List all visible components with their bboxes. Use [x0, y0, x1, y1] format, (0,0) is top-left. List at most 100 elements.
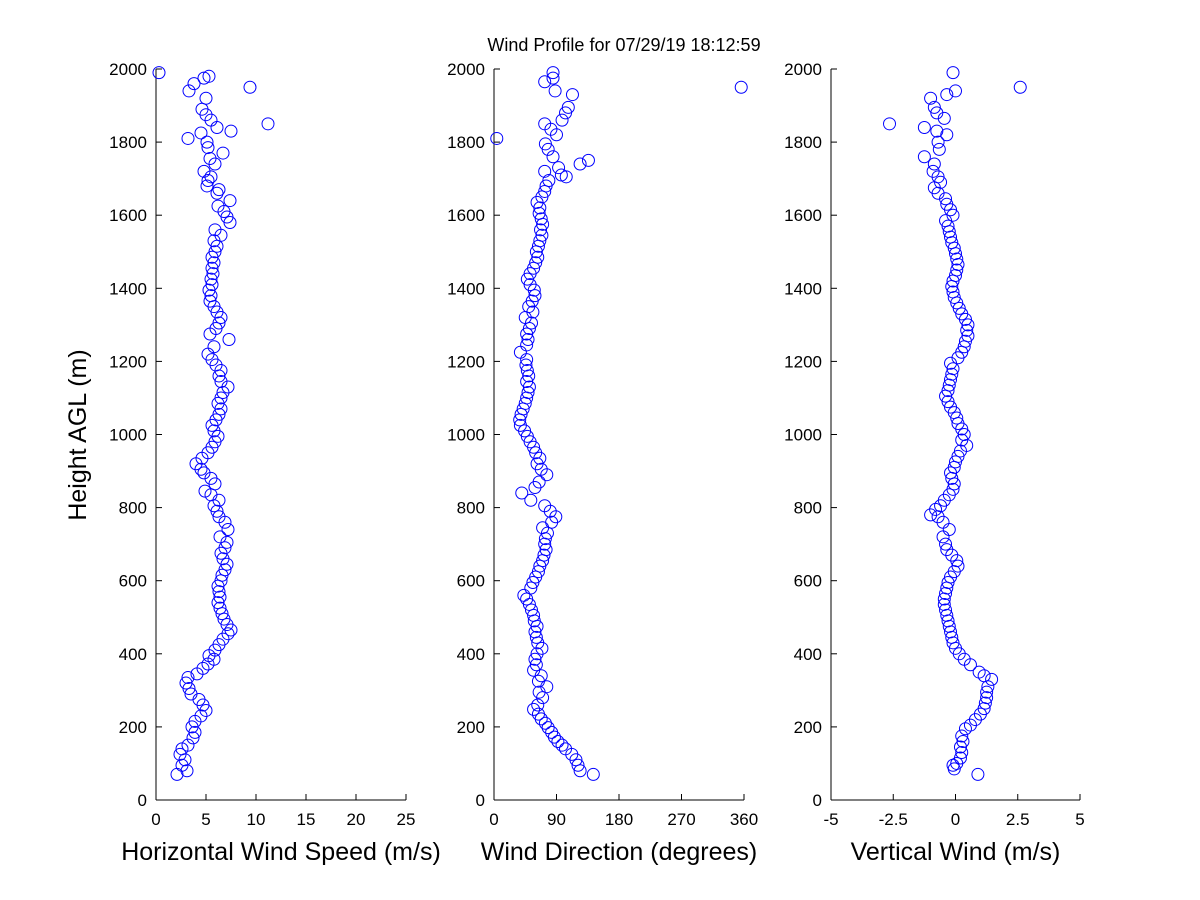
data-point [555, 113, 569, 127]
data-point [531, 707, 545, 721]
data-point [958, 722, 972, 736]
data-point [213, 601, 227, 615]
data-point [924, 91, 938, 105]
data-point [197, 466, 211, 480]
data-point [946, 362, 960, 376]
panel-vertical: 0 200 400 600 800 1000 1200 1400 1600 1800 2000 -5 -… [784, 60, 1085, 866]
data-point [211, 596, 225, 610]
data-point [980, 685, 994, 699]
data-point [152, 66, 166, 80]
data-point [207, 340, 221, 354]
data-point [213, 590, 227, 604]
data-point [521, 332, 535, 346]
data-points [883, 66, 1027, 781]
data-point [208, 477, 222, 491]
data-point [208, 245, 222, 259]
data-point [950, 263, 964, 277]
data-point [961, 318, 975, 332]
data-point [977, 669, 991, 683]
data-point [978, 696, 992, 710]
data-point [520, 338, 534, 352]
data-point [223, 194, 237, 208]
data-point [972, 665, 986, 679]
y-tick-label: 200 [119, 718, 147, 737]
data-point [184, 687, 198, 701]
data-point [204, 272, 218, 286]
x-tick-label: 5 [201, 810, 210, 829]
data-point [513, 345, 527, 359]
y-tick-label: 200 [457, 718, 485, 737]
data-point [955, 307, 969, 321]
x-tick-label: 10 [247, 810, 266, 829]
y-tick-label: 1600 [447, 206, 485, 225]
y-tick-label: 0 [813, 791, 822, 810]
data-point [513, 418, 527, 432]
data-point [926, 164, 940, 178]
data-point [941, 395, 955, 409]
data-point [980, 691, 994, 705]
data-point [586, 767, 600, 781]
data-points [490, 66, 748, 781]
data-point [199, 91, 213, 105]
data-point [211, 199, 225, 213]
y-tick-label: 1000 [784, 426, 822, 445]
data-point [957, 428, 971, 441]
data-point [960, 323, 974, 337]
data-point [261, 117, 275, 131]
chart-title: Wind Profile for 07/29/19 18:12:59 [487, 35, 760, 55]
x-tick-label: 90 [547, 810, 566, 829]
x-tick-label: 180 [605, 810, 633, 829]
x-tick-label: 5 [1075, 810, 1084, 829]
data-point [533, 234, 547, 248]
data-point [181, 131, 195, 145]
y-tick-label: 1600 [784, 206, 822, 225]
x-tick-label: 0 [489, 810, 498, 829]
data-point [521, 385, 535, 399]
data-point [212, 183, 226, 197]
data-point [538, 117, 552, 131]
data-point [545, 725, 559, 739]
data-point [561, 100, 575, 114]
y-tick-label: 2000 [447, 60, 485, 79]
data-point [528, 652, 542, 666]
data-point [528, 480, 542, 494]
y-tick-label: 200 [794, 718, 822, 737]
data-point [197, 164, 211, 178]
data-point [173, 747, 187, 761]
data-point [181, 671, 195, 685]
data-point [206, 267, 220, 281]
data-point [951, 559, 965, 573]
y-tick-label: 1200 [784, 352, 822, 371]
x-tick-label: -5 [823, 810, 838, 829]
data-point [953, 740, 967, 754]
data-point [949, 84, 962, 98]
data-point [194, 126, 208, 140]
x-tick-label: 0 [151, 810, 160, 829]
data-point [224, 124, 238, 138]
data-point [971, 767, 985, 781]
data-point [532, 206, 546, 220]
data-point [883, 117, 897, 131]
data-point [212, 316, 226, 330]
data-point [213, 530, 227, 544]
x-tick-label: -2.5 [879, 810, 908, 829]
data-point [527, 702, 541, 716]
data-point [940, 543, 954, 557]
data-point [201, 347, 215, 361]
data-point [917, 150, 931, 164]
y-tick-label: 1000 [447, 426, 485, 445]
data-point [535, 228, 549, 242]
x-tick-label: 270 [667, 810, 695, 829]
x-tick-label: 15 [297, 810, 316, 829]
y-tick-label: 1800 [784, 133, 822, 152]
data-point [203, 152, 217, 166]
data-point [546, 71, 560, 85]
data-point [203, 294, 217, 308]
data-point [554, 168, 568, 182]
data-point [581, 153, 595, 167]
data-point [210, 186, 224, 200]
panel-speed: 0 200 400 600 800 1000 1200 1400 1600 1800 2000 0 5 1… [109, 60, 441, 866]
y-tick-label: 1200 [109, 352, 147, 371]
data-point [546, 150, 560, 164]
